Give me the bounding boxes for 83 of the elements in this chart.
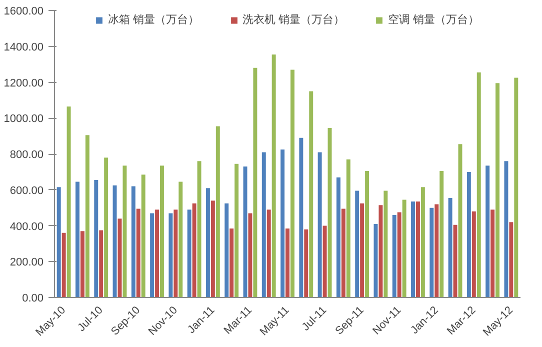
bar	[476, 72, 481, 298]
bar	[197, 161, 202, 298]
legend-label: 洗衣机 销量（万台）	[242, 12, 345, 27]
bar	[378, 205, 383, 298]
bar	[192, 203, 196, 298]
bar	[434, 204, 439, 298]
y-tick-label: 1200.00	[4, 77, 44, 90]
bar	[472, 211, 476, 298]
bar	[290, 70, 294, 298]
bar	[168, 213, 173, 298]
bar	[466, 172, 471, 298]
bar	[384, 190, 388, 298]
bar	[411, 202, 415, 298]
bar	[253, 68, 258, 298]
bar	[486, 166, 490, 298]
bar	[416, 202, 420, 298]
bar	[80, 231, 84, 298]
bar	[309, 91, 314, 298]
y-tick-label: 200.00	[10, 256, 44, 269]
bar	[286, 228, 290, 298]
bar	[355, 190, 360, 298]
bar	[514, 78, 518, 298]
bar	[174, 210, 178, 298]
bar	[490, 210, 495, 298]
legend-label: 冰箱 销量（万台）	[108, 12, 200, 27]
bar	[365, 171, 370, 298]
y-tick-label: 800.00	[10, 149, 44, 161]
bar	[160, 166, 164, 298]
y-tick-label: 0.00	[22, 292, 44, 304]
bar	[374, 224, 378, 298]
bar	[94, 180, 98, 298]
bar	[336, 177, 340, 298]
bar	[56, 187, 61, 298]
bar	[341, 208, 346, 298]
bar	[299, 138, 304, 298]
y-tick-label: 1400.00	[4, 41, 44, 54]
bar	[272, 54, 276, 298]
bar	[62, 232, 66, 298]
bar	[66, 106, 71, 298]
bar	[448, 198, 452, 298]
y-tick-label: 400.00	[10, 220, 44, 233]
bar	[122, 166, 127, 298]
y-tick-label: 1000.00	[4, 113, 44, 126]
bar	[224, 203, 229, 298]
bar	[402, 200, 406, 298]
bar	[104, 158, 108, 298]
bar	[458, 144, 462, 298]
legend-label: 空调 销量（万台）	[388, 12, 480, 27]
bar	[496, 83, 500, 298]
bar	[280, 150, 285, 298]
bar	[131, 186, 136, 298]
bar	[136, 208, 140, 298]
bar	[392, 214, 396, 298]
bar	[85, 135, 90, 298]
bar	[76, 182, 80, 298]
bar	[234, 164, 239, 298]
bar	[178, 182, 183, 298]
bar	[266, 210, 271, 298]
bar	[210, 200, 215, 298]
bar	[99, 230, 104, 298]
bar	[420, 187, 425, 298]
bar	[248, 213, 252, 298]
bar	[322, 226, 327, 298]
bar	[346, 159, 350, 298]
bar	[360, 203, 364, 298]
bar	[206, 188, 210, 298]
bar	[155, 210, 160, 298]
bar	[150, 213, 154, 298]
bar	[187, 210, 192, 298]
bar	[397, 212, 402, 298]
y-tick-label: 600.00	[10, 184, 44, 197]
bar	[216, 126, 220, 298]
bar	[504, 161, 508, 298]
bar	[318, 152, 322, 298]
bar	[304, 229, 308, 298]
bar	[509, 222, 514, 298]
bar	[112, 185, 117, 298]
bar	[230, 228, 234, 298]
bar	[262, 152, 266, 298]
y-tick-label: 1600.00	[4, 6, 44, 18]
bar	[440, 171, 444, 298]
bar	[141, 174, 146, 298]
bar	[430, 208, 434, 298]
